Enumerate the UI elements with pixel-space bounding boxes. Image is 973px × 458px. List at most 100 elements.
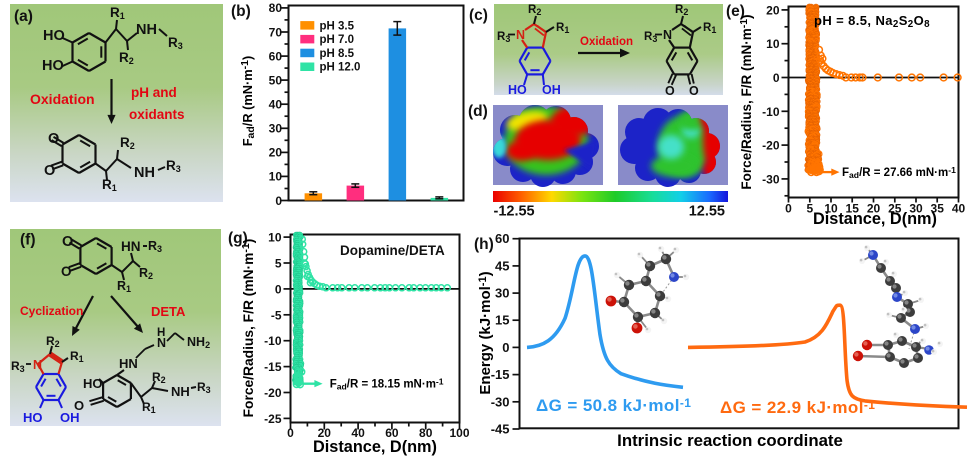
svg-text:O: O — [665, 84, 675, 98]
svg-text:(h): (h) — [474, 236, 494, 253]
svg-text:40: 40 — [269, 98, 283, 112]
svg-text:25: 25 — [888, 202, 902, 216]
svg-text:R3: R3 — [148, 239, 162, 254]
svg-text:(g): (g) — [228, 230, 248, 247]
svg-text:-10: -10 — [762, 105, 780, 119]
svg-text:60: 60 — [269, 49, 283, 63]
svg-text:-20: -20 — [762, 139, 780, 153]
svg-text:60: 60 — [495, 231, 509, 246]
svg-text:(b): (b) — [231, 3, 251, 20]
svg-text:O: O — [48, 131, 59, 147]
svg-text:pH 7.0: pH 7.0 — [320, 34, 355, 46]
svg-text:R3: R3 — [497, 31, 510, 44]
svg-text:Force/Radius, F/R (mN·m-1): Force/Radius, F/R (mN·m-1) — [738, 14, 754, 189]
svg-text:HO: HO — [23, 410, 43, 425]
svg-text:HO: HO — [42, 58, 64, 74]
svg-text:(d): (d) — [468, 103, 488, 120]
svg-text:R2: R2 — [46, 334, 60, 349]
svg-text:0: 0 — [502, 340, 509, 355]
svg-text:Fad/R = 27.66 mN·m-1: Fad/R = 27.66 mN·m-1 — [842, 165, 956, 180]
svg-text:-30: -30 — [491, 394, 510, 409]
svg-text:20: 20 — [867, 202, 881, 216]
svg-text:15: 15 — [846, 202, 860, 216]
svg-text:0: 0 — [773, 71, 780, 85]
svg-text:Fad/R = 18.15 mN·m-1: Fad/R = 18.15 mN·m-1 — [330, 377, 444, 392]
svg-text:R1: R1 — [70, 349, 84, 364]
svg-text:60: 60 — [385, 426, 399, 440]
svg-text:R3: R3 — [11, 359, 25, 374]
svg-text:NH: NH — [134, 165, 155, 181]
svg-text:R1: R1 — [556, 22, 569, 35]
svg-text:10: 10 — [268, 231, 282, 245]
svg-text:Distance, D(nm): Distance, D(nm) — [813, 210, 937, 228]
svg-text:O: O — [74, 398, 84, 413]
svg-text:R3: R3 — [197, 380, 211, 395]
svg-text:HN: HN — [121, 239, 141, 254]
svg-text:R2: R2 — [675, 4, 688, 17]
svg-text:20: 20 — [269, 146, 283, 160]
svg-text:oxidants: oxidants — [129, 107, 185, 122]
svg-text:pH and: pH and — [131, 85, 177, 100]
svg-text:R1: R1 — [703, 22, 716, 35]
svg-text:Energy (kJ·mol-1): Energy (kJ·mol-1) — [477, 271, 494, 394]
svg-text:N: N — [157, 336, 166, 350]
svg-text:30: 30 — [495, 286, 509, 301]
svg-text:ΔG = 50.8 kJ·mol-1: ΔG = 50.8 kJ·mol-1 — [536, 396, 691, 415]
svg-text:OH: OH — [60, 410, 80, 425]
svg-text:R1: R1 — [117, 279, 131, 294]
svg-text:0: 0 — [287, 426, 294, 440]
svg-text:pH 12.0: pH 12.0 — [320, 62, 361, 74]
svg-text:N: N — [33, 358, 42, 372]
svg-text:5: 5 — [806, 202, 813, 216]
svg-text:(c): (c) — [469, 7, 488, 24]
svg-text:40: 40 — [952, 202, 966, 216]
svg-text:Force/Radius, F/R (mN·m-1): Force/Radius, F/R (mN·m-1) — [240, 239, 256, 418]
svg-text:20: 20 — [318, 426, 332, 440]
svg-text:10: 10 — [269, 170, 283, 184]
svg-text:Oxidation: Oxidation — [580, 36, 633, 48]
svg-text:OH: OH — [542, 83, 561, 97]
svg-text:(a): (a) — [14, 8, 33, 25]
svg-text:70: 70 — [269, 25, 283, 39]
svg-text:HN: HN — [119, 356, 138, 371]
svg-text:-5: -5 — [271, 308, 282, 322]
svg-text:80: 80 — [269, 1, 283, 15]
svg-text:20: 20 — [766, 3, 780, 17]
svg-text:R2: R2 — [139, 266, 153, 281]
svg-text:15: 15 — [495, 313, 509, 328]
svg-text:R2: R2 — [152, 370, 166, 385]
svg-text:NH: NH — [136, 22, 157, 38]
svg-text:HO: HO — [508, 83, 527, 97]
svg-text:Distance, D(nm): Distance, D(nm) — [313, 438, 437, 456]
svg-text:(e): (e) — [726, 3, 745, 20]
svg-text:NH: NH — [171, 384, 190, 399]
svg-text:30: 30 — [269, 122, 283, 136]
svg-text:pH 3.5: pH 3.5 — [320, 20, 355, 32]
svg-text:N: N — [516, 28, 525, 42]
svg-text:30: 30 — [909, 202, 923, 216]
svg-text:O: O — [61, 264, 72, 279]
svg-text:H: H — [157, 327, 165, 339]
svg-text:Dopamine/DETA: Dopamine/DETA — [340, 243, 445, 258]
svg-text:40: 40 — [351, 426, 365, 440]
svg-text:Oxidation: Oxidation — [30, 91, 95, 107]
svg-text:pH = 8.5, Na2S2O8: pH = 8.5, Na2S2O8 — [814, 13, 930, 30]
svg-text:10: 10 — [824, 202, 838, 216]
svg-text:R3: R3 — [644, 31, 657, 44]
svg-text:-25: -25 — [264, 412, 282, 426]
svg-text:O: O — [62, 234, 73, 250]
svg-text:Intrinsic reaction coordinate: Intrinsic reaction coordinate — [617, 431, 843, 450]
svg-text:-15: -15 — [264, 360, 282, 374]
svg-text:-12.55: -12.55 — [494, 204, 535, 220]
svg-text:0: 0 — [785, 202, 792, 216]
svg-text:NH2: NH2 — [187, 335, 210, 350]
svg-text:pH 8.5: pH 8.5 — [320, 48, 355, 60]
svg-text:5: 5 — [275, 257, 282, 271]
svg-text:Cyclization: Cyclization — [20, 304, 83, 318]
svg-text:45: 45 — [495, 258, 509, 273]
svg-text:N: N — [663, 28, 672, 42]
svg-text:80: 80 — [419, 426, 433, 440]
svg-text:0: 0 — [275, 194, 282, 208]
svg-text:-20: -20 — [264, 386, 282, 400]
svg-text:HO: HO — [83, 376, 103, 391]
